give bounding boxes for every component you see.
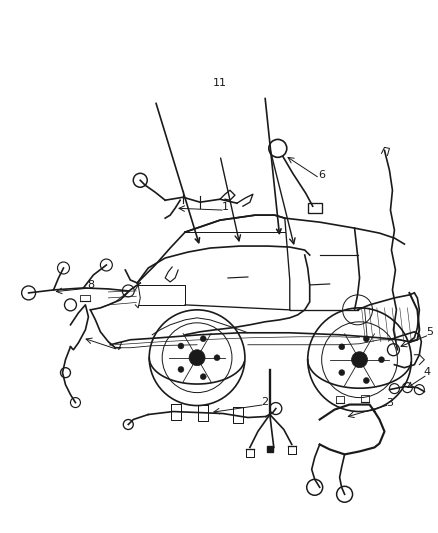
Text: 3: 3 bbox=[386, 398, 393, 408]
Text: 5: 5 bbox=[426, 327, 433, 337]
Circle shape bbox=[352, 352, 367, 368]
Text: 7: 7 bbox=[115, 342, 122, 352]
Circle shape bbox=[339, 369, 345, 376]
Text: 2: 2 bbox=[261, 397, 268, 407]
Circle shape bbox=[364, 377, 369, 384]
Text: 8: 8 bbox=[87, 280, 94, 290]
Text: 1: 1 bbox=[222, 202, 229, 212]
Circle shape bbox=[189, 350, 205, 366]
Circle shape bbox=[364, 336, 369, 342]
Text: 4: 4 bbox=[424, 367, 431, 377]
Circle shape bbox=[378, 357, 385, 362]
Circle shape bbox=[200, 336, 206, 342]
Circle shape bbox=[178, 343, 184, 349]
Circle shape bbox=[339, 344, 345, 350]
Text: 11: 11 bbox=[213, 78, 227, 87]
Circle shape bbox=[200, 374, 206, 379]
Circle shape bbox=[214, 355, 220, 361]
Circle shape bbox=[178, 367, 184, 373]
Text: 6: 6 bbox=[318, 170, 325, 180]
